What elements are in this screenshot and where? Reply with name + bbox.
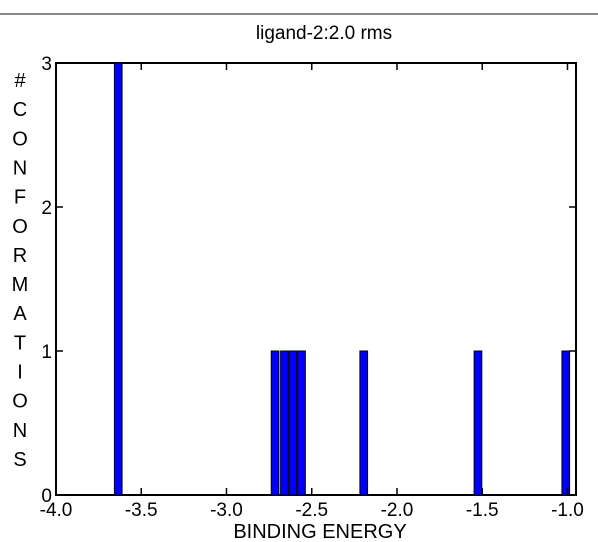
y-ticks: 0 1 2 3	[41, 54, 576, 507]
histogram-bar-1	[270, 350, 280, 496]
bars-layer	[113, 62, 571, 496]
y-label-char: R	[13, 245, 27, 267]
y-label-char: M	[12, 274, 29, 296]
y-tick-label: 2	[41, 198, 52, 219]
y-label-char: I	[17, 362, 23, 384]
plot-frame	[55, 62, 577, 496]
y-label-char: C	[13, 99, 27, 121]
histogram-bar-0	[113, 62, 123, 496]
y-label-char: S	[13, 449, 26, 471]
x-tick-label: -1.0	[551, 500, 584, 521]
y-label-char: N	[13, 157, 27, 179]
histogram-bar-2	[280, 350, 289, 496]
y-tick-label: 1	[41, 342, 52, 363]
histogram-bar-6	[473, 350, 483, 496]
chart-title: ligand-2:2.0 rms	[256, 23, 392, 44]
y-label-char: #	[14, 70, 26, 92]
x-tick-label: -4.0	[40, 500, 73, 521]
top-divider	[0, 13, 598, 15]
x-tick-label: -2.0	[381, 500, 414, 521]
histogram-bar-4	[297, 350, 306, 496]
x-tick-label: -3.5	[125, 500, 158, 521]
x-axis-label: BINDING ENERGY	[233, 521, 406, 542]
y-tick-label: 0	[41, 486, 52, 507]
histogram-bar-5	[359, 350, 369, 496]
x-ticks: -4.0 -3.5 -3.0 -2.5 -2.0 -1.5 -1.0	[40, 63, 584, 521]
histogram-bar-3	[288, 350, 298, 496]
y-label-char: F	[14, 187, 26, 209]
y-tick-label: 3	[41, 54, 52, 75]
y-label-char: O	[12, 216, 28, 238]
y-label-char: O	[12, 391, 28, 413]
y-label-char: A	[13, 303, 27, 325]
y-label-char: N	[13, 420, 27, 442]
y-label-char: O	[12, 128, 28, 150]
y-label-char: T	[14, 332, 26, 354]
x-tick-label: -1.5	[466, 500, 499, 521]
x-tick-label: -3.0	[210, 500, 243, 521]
histogram-bar-7	[561, 350, 571, 496]
x-tick-label: -2.5	[295, 500, 328, 521]
